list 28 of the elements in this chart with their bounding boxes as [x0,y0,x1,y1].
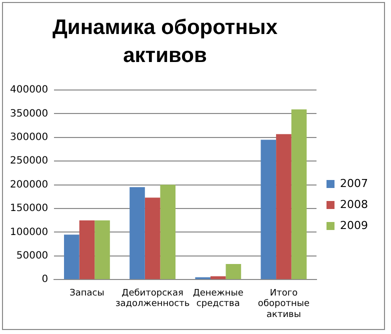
bar [260,140,276,280]
y-tick-label: 300000 [10,132,48,143]
y-tick-label: 200000 [10,179,48,190]
x-tick-label: Дебиторская задолженность [115,288,190,310]
x-tick-label: Денежные средства [192,288,244,310]
y-tick-label: 0 [42,274,48,286]
x-tick-label: Запасы [70,288,104,298]
chart-title: Динамика оборотных активов [51,15,279,69]
y-tick-label: 50000 [16,250,48,262]
legend-label: 2009 [340,218,368,232]
bar [130,187,145,280]
bar [276,134,292,280]
x-tick-label: Итого оборотные активы [258,288,310,320]
bar [291,109,307,280]
legend-label: 2008 [340,198,368,211]
bar [79,220,95,280]
y-tick-label: 350000 [10,108,48,120]
y-tick-label: 100000 [10,226,48,238]
bar [64,234,80,280]
y-tick-label: 150000 [10,203,48,214]
y-tick-label: 400000 [10,84,48,96]
bar [94,220,110,280]
legend-label: 2007 [340,176,368,190]
y-tick-label: 250000 [10,156,48,167]
bar [144,198,160,280]
bar [226,264,242,280]
bar [210,276,226,280]
bar [160,184,176,280]
